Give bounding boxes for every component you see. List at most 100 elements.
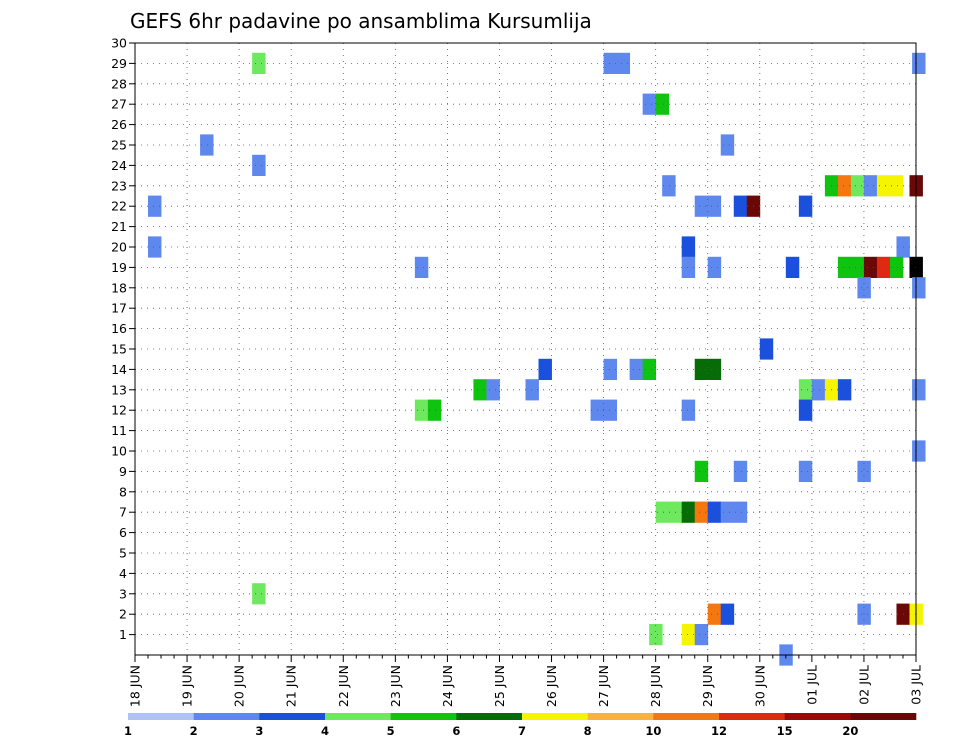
legend-label: 20: [842, 724, 858, 738]
precip-cell: [912, 379, 926, 401]
legend-label: 2: [190, 724, 198, 738]
legend-swatch: [522, 713, 588, 720]
y-tick-label: 6: [119, 525, 127, 540]
precip-cell: [798, 379, 813, 401]
legend-label: 10: [645, 724, 661, 738]
y-tick-label: 21: [111, 219, 127, 234]
legend-label: 15: [777, 724, 793, 738]
y-tick-label: 25: [111, 138, 127, 153]
precip-cell: [733, 195, 748, 217]
precip-cell: [837, 379, 852, 401]
y-tick-label: 29: [111, 56, 127, 71]
precip-cell: [707, 501, 722, 523]
x-tick-label: 27 JUN: [596, 665, 611, 707]
precip-cell: [850, 256, 865, 279]
precip-cell: [681, 256, 696, 279]
y-tick-label: 4: [119, 566, 127, 581]
legend-swatch: [325, 713, 391, 720]
precip-cell: [642, 93, 657, 115]
legend-swatch: [456, 713, 523, 720]
x-tick-label: 23 JUN: [388, 665, 403, 707]
precip-cell: [681, 623, 696, 646]
precip-cell: [863, 175, 878, 197]
x-tick-label: 03 JUL: [909, 665, 924, 705]
legend-label: 7: [518, 724, 526, 738]
y-tick-label: 8: [119, 484, 127, 499]
precip-cell: [759, 338, 774, 360]
y-tick-label: 22: [111, 199, 127, 214]
x-tick-label: 22 JUN: [336, 665, 351, 707]
precip-cell: [876, 256, 891, 279]
precip-cell: [720, 134, 735, 156]
precip-cell: [720, 603, 735, 625]
precip-cell: [857, 603, 871, 625]
precip-cell: [850, 175, 865, 197]
precip-cell: [863, 256, 878, 279]
y-tick-label: 7: [119, 505, 127, 520]
x-tick-label: 24 JUN: [440, 665, 455, 707]
precip-cell: [694, 358, 709, 381]
precip-cell: [707, 256, 722, 279]
precip-cell: [655, 93, 670, 115]
legend-label: 3: [255, 724, 263, 738]
precip-cell: [642, 358, 657, 381]
legend-swatch: [128, 713, 194, 720]
legend-swatch: [259, 713, 326, 720]
color-legend: 1 2 3 4 5 6 7 8 10 12 15 20: [124, 713, 917, 738]
precip-cell: [837, 175, 852, 197]
precip-cell: [200, 134, 214, 156]
legend-swatch: [587, 713, 654, 720]
precip-cell: [707, 195, 722, 217]
precip-cell: [148, 236, 162, 258]
precip-cell: [414, 256, 429, 279]
y-tick-label: 23: [111, 178, 127, 193]
legend-swatch: [784, 713, 851, 720]
legend-label: 1: [124, 724, 132, 738]
precip-cell: [681, 501, 696, 523]
precip-cell: [538, 358, 552, 381]
x-tick-label: 29 JUN: [700, 665, 715, 707]
precip-cell: [785, 256, 800, 279]
precip-cell: [857, 460, 871, 483]
precip-cell: [912, 440, 926, 462]
precip-cell: [681, 399, 696, 421]
y-axis: 1234567891011121314151617181920212223242…: [111, 36, 135, 642]
legend-label: 12: [711, 724, 727, 738]
precip-cell: [889, 256, 904, 279]
precip-cell: [889, 175, 904, 197]
y-tick-label: 27: [111, 97, 127, 112]
y-tick-label: 26: [111, 117, 127, 132]
precip-cell: [681, 236, 696, 258]
legend-swatch: [719, 713, 785, 720]
legend-label: 4: [321, 724, 329, 738]
precip-cell: [694, 460, 709, 483]
chart-title: GEFS 6hr padavine po ansamblima Kursumli…: [130, 9, 592, 33]
legend-swatch: [390, 713, 457, 720]
precip-cell: [707, 358, 722, 381]
precip-cell: [603, 399, 618, 421]
precip-cell: [798, 195, 813, 217]
legend-swatch: [850, 713, 917, 720]
y-tick-label: 20: [111, 240, 127, 255]
x-tick-label: 20 JUN: [232, 665, 247, 707]
legend-swatch: [193, 713, 260, 720]
y-tick-label: 9: [119, 464, 127, 479]
x-tick-label: 02 JUL: [856, 665, 871, 705]
legend-label: 8: [584, 724, 592, 738]
y-tick-label: 1: [119, 627, 127, 642]
x-tick-label: 26 JUN: [544, 665, 559, 707]
precip-cell: [616, 52, 631, 75]
precip-cell: [252, 154, 266, 177]
y-tick-label: 3: [119, 586, 127, 601]
x-tick-label: 18 JUN: [128, 665, 143, 707]
precip-cell: [912, 277, 926, 299]
precip-cell: [798, 460, 813, 483]
precipitation-cells: [148, 52, 926, 666]
legend-swatch: [653, 713, 720, 720]
y-tick-label: 18: [111, 280, 127, 295]
precip-cell: [798, 399, 813, 421]
precip-cell: [662, 175, 676, 197]
precip-cell: [525, 379, 539, 401]
precip-cell: [629, 358, 644, 381]
x-tick-label: 28 JUN: [648, 665, 663, 707]
